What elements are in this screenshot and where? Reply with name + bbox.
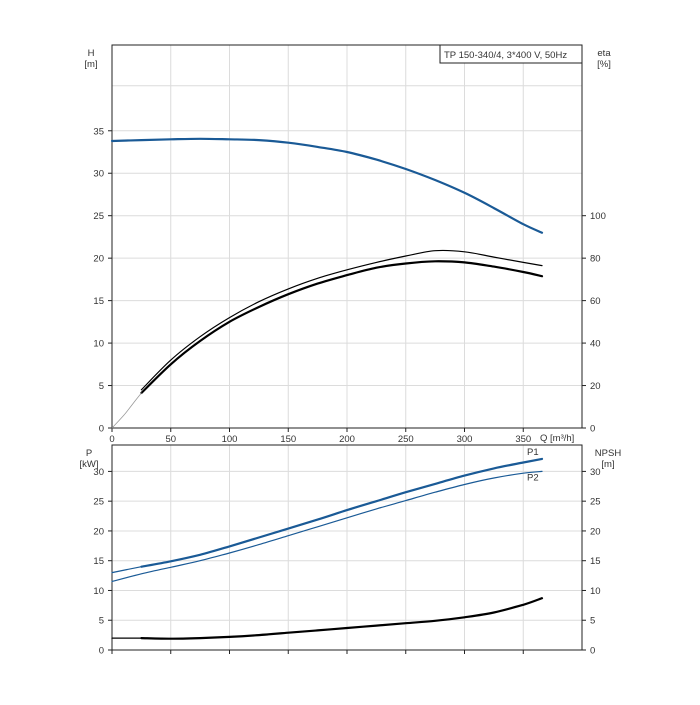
x-tick-label: 300 <box>457 434 473 445</box>
h-tick-label: 0 <box>99 424 104 435</box>
lower-p2-curve <box>111 470 543 583</box>
x-tick-label: 50 <box>165 434 176 445</box>
eta-tick-label: 20 <box>590 381 601 392</box>
npsh-tick-label: 0 <box>590 646 595 657</box>
eta-tick-label: 80 <box>590 254 601 265</box>
h-axis-label: H <box>88 48 95 59</box>
eta-tick-label: 0 <box>590 424 595 435</box>
npsh-tick-label: 30 <box>590 467 601 478</box>
h-tick-label: 10 <box>93 339 104 350</box>
upper-eta-ext-curve <box>111 392 142 429</box>
h-tick-label: 30 <box>93 169 104 180</box>
p-tick-label: 5 <box>99 616 104 627</box>
x-tick-label: 100 <box>222 434 238 445</box>
x-tick-label: 350 <box>515 434 531 445</box>
p-tick-label: 20 <box>93 526 104 537</box>
x-tick-label: 200 <box>339 434 355 445</box>
p-tick-label: 30 <box>93 467 104 478</box>
h-tick-label: 25 <box>93 211 104 222</box>
h-tick-label: 5 <box>99 381 104 392</box>
upper-h-curve <box>110 137 544 234</box>
chart-title-box <box>439 44 583 64</box>
npsh-tick-label: 25 <box>590 497 601 508</box>
p-axis-label: [kW] <box>80 459 99 470</box>
lower-p1-curve <box>140 457 544 568</box>
npsh-axis-label: NPSH <box>595 448 622 459</box>
p-tick-label: 15 <box>93 556 104 567</box>
upper-eta-thick-curve <box>140 260 544 395</box>
eta-tick-label: 40 <box>590 339 601 350</box>
eta-axis-label: [%] <box>597 59 611 70</box>
eta-tick-label: 100 <box>590 211 606 222</box>
npsh-tick-label: 5 <box>590 616 595 627</box>
p-tick-label: 10 <box>93 586 104 597</box>
series-label-p2: P2 <box>527 472 539 483</box>
npsh-axis-label: [m] <box>601 459 614 470</box>
lower-npsh-curve <box>140 597 544 640</box>
lower-p1-ext-curve <box>111 566 142 574</box>
eta-tick-label: 60 <box>590 296 601 307</box>
x-tick-label: 0 <box>109 434 114 445</box>
eta-axis-label: eta <box>597 48 611 59</box>
h-tick-label: 20 <box>93 254 104 265</box>
npsh-tick-label: 10 <box>590 586 601 597</box>
p-tick-label: 25 <box>93 497 104 508</box>
h-tick-label: 35 <box>93 126 104 137</box>
h-tick-label: 15 <box>93 296 104 307</box>
series-label-p1: P1 <box>527 447 539 458</box>
chart-title: TP 150-340/4, 3*400 V, 50Hz <box>444 50 567 61</box>
npsh-tick-label: 20 <box>590 526 601 537</box>
x-tick-label: 150 <box>280 434 296 445</box>
x-axis-label: Q [m³/h] <box>540 433 574 444</box>
x-tick-label: 250 <box>398 434 414 445</box>
p-tick-label: 0 <box>99 646 104 657</box>
upper-eta-thin-curve <box>140 249 543 391</box>
npsh-tick-label: 15 <box>590 556 601 567</box>
h-axis-label: [m] <box>84 59 97 70</box>
p-axis-label: P <box>86 448 92 459</box>
